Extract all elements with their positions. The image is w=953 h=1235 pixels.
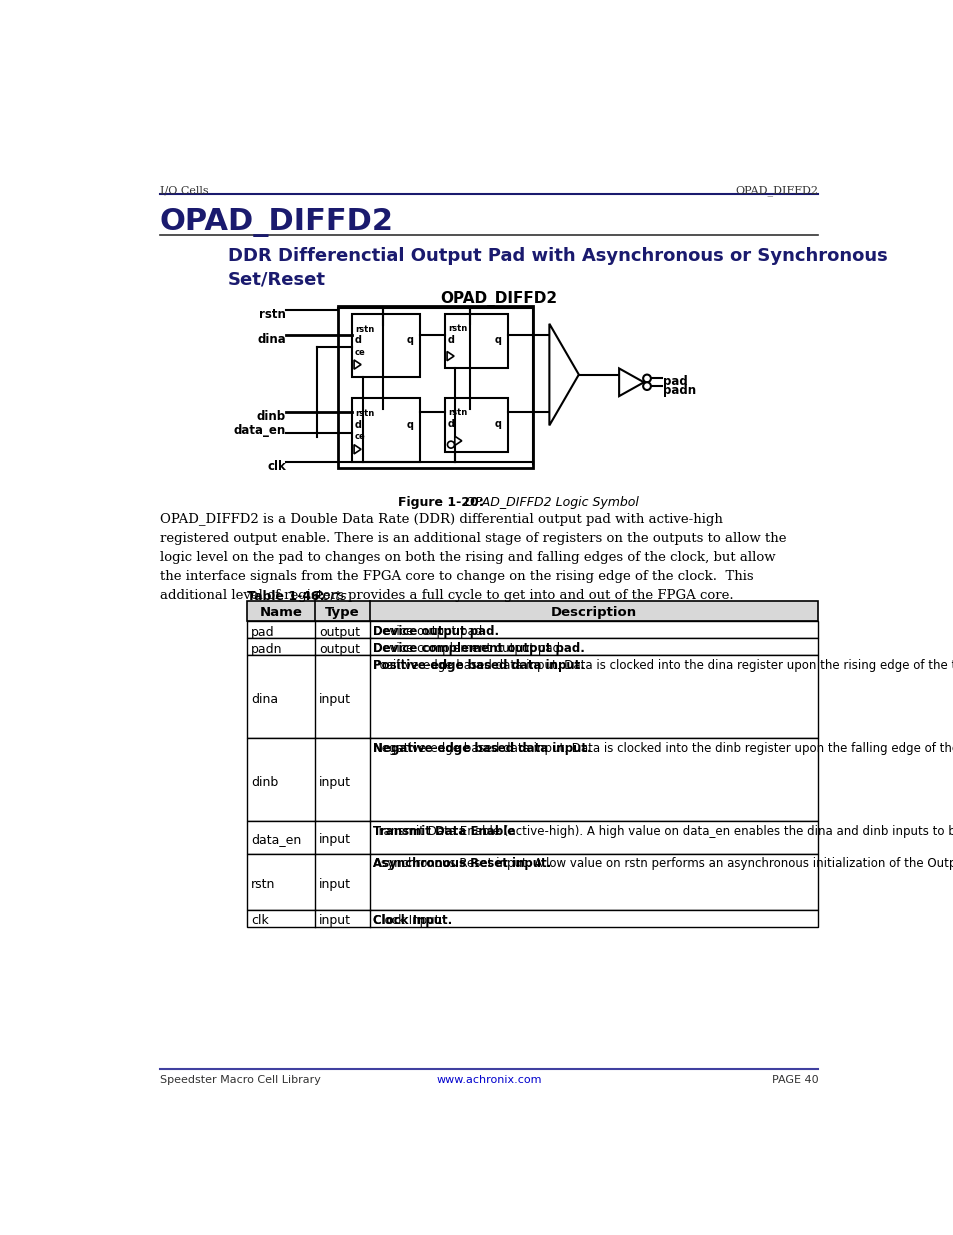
Text: Type: Type	[325, 606, 359, 619]
Polygon shape	[447, 352, 454, 361]
Text: d: d	[355, 336, 361, 346]
Text: DDR Differenctial Output Pad with Asynchronous or Synchronous
Set/Reset: DDR Differenctial Output Pad with Asynch…	[228, 247, 886, 288]
Text: Name: Name	[259, 606, 302, 619]
Text: Ports: Ports	[307, 590, 346, 603]
Text: Asynchronous Reset input.: Asynchronous Reset input.	[373, 857, 551, 871]
Text: ce: ce	[355, 432, 365, 441]
Text: OPAD_DIFFD2: OPAD_DIFFD2	[735, 185, 818, 196]
Text: padn: padn	[251, 642, 282, 656]
Text: Table 1-46:: Table 1-46:	[247, 590, 324, 603]
Text: clk: clk	[251, 914, 269, 927]
Bar	[352, 399, 419, 462]
Text: rstn: rstn	[447, 409, 467, 417]
Text: input: input	[319, 878, 351, 890]
Text: ce: ce	[355, 347, 365, 357]
Text: data_en: data_en	[251, 834, 301, 846]
Text: input: input	[319, 776, 351, 789]
Circle shape	[447, 441, 454, 448]
Text: PAGE 40: PAGE 40	[771, 1076, 818, 1086]
Bar	[247, 739, 818, 821]
Text: www.achronix.com: www.achronix.com	[436, 1076, 541, 1086]
Text: d: d	[355, 420, 361, 430]
Text: Description: Description	[550, 606, 636, 619]
Text: dina: dina	[257, 333, 286, 346]
Text: I/O Cells: I/O Cells	[159, 185, 208, 195]
Bar	[247, 655, 818, 739]
Text: rstn: rstn	[355, 325, 374, 333]
Text: Negative-edge based data input.: Negative-edge based data input.	[373, 742, 592, 755]
Text: dina: dina	[251, 693, 278, 705]
Text: OPAD_DIFFD2: OPAD_DIFFD2	[159, 209, 394, 237]
Text: OPAD_DIFFD2 Logic Symbol: OPAD_DIFFD2 Logic Symbol	[456, 496, 639, 509]
Text: pad: pad	[662, 374, 687, 388]
Text: data_en: data_en	[233, 424, 286, 437]
Text: Device complement output pad.: Device complement output pad.	[373, 642, 564, 655]
Bar	[444, 314, 508, 368]
Bar	[352, 314, 419, 377]
Text: padn: padn	[662, 384, 696, 396]
Text: rstn: rstn	[251, 878, 275, 890]
Text: output: output	[319, 626, 360, 638]
Polygon shape	[455, 436, 461, 446]
Text: d: d	[447, 335, 455, 345]
Text: Positive-edge based data input.: Positive-edge based data input.	[373, 658, 585, 672]
Text: Clock Input.: Clock Input.	[373, 914, 453, 926]
Text: OPAD_DIFFD2: OPAD_DIFFD2	[440, 291, 557, 308]
Polygon shape	[549, 324, 578, 425]
Bar	[247, 621, 818, 638]
Text: Speedster Macro Cell Library: Speedster Macro Cell Library	[159, 1076, 320, 1086]
Polygon shape	[354, 359, 360, 369]
Text: output: output	[319, 642, 360, 656]
Text: dinb: dinb	[256, 410, 286, 424]
Text: Device complement output pad.: Device complement output pad.	[373, 642, 585, 655]
Text: rstn: rstn	[258, 308, 286, 321]
Bar	[247, 601, 818, 621]
Text: rstn: rstn	[355, 409, 374, 419]
Text: Device output pad.: Device output pad.	[373, 625, 486, 637]
Text: dinb: dinb	[251, 776, 278, 789]
Text: Clock Input.: Clock Input.	[373, 914, 443, 926]
Text: Device output pad.: Device output pad.	[373, 625, 499, 637]
Text: Asynchronous Reset input. A low value on rstn performs an asynchronous initializ: Asynchronous Reset input. A low value on…	[373, 857, 953, 871]
Text: input: input	[319, 914, 351, 927]
Bar	[247, 910, 818, 926]
Circle shape	[642, 383, 650, 390]
Text: clk: clk	[267, 461, 286, 473]
Polygon shape	[354, 445, 360, 454]
Bar	[247, 821, 818, 853]
Text: Negative-edge based data input. Data is clocked into the dinb register upon the : Negative-edge based data input. Data is …	[373, 742, 953, 755]
Bar	[247, 638, 818, 655]
Text: pad: pad	[251, 626, 274, 638]
Polygon shape	[618, 368, 643, 396]
Text: d: d	[447, 419, 455, 430]
Text: q: q	[406, 420, 414, 430]
Text: Transmit Data Enable: Transmit Data Enable	[373, 825, 516, 839]
Circle shape	[642, 374, 650, 383]
Text: Transmit Data Enable (active-high). A high value on data_en enables the dina and: Transmit Data Enable (active-high). A hi…	[373, 825, 953, 839]
Text: q: q	[495, 419, 501, 430]
Bar	[247, 853, 818, 910]
Text: Positive-edge based data input. Data is clocked into the dina register upon the : Positive-edge based data input. Data is …	[373, 658, 953, 672]
Text: q: q	[406, 336, 414, 346]
Text: q: q	[495, 335, 501, 345]
Text: input: input	[319, 834, 351, 846]
Bar	[444, 399, 508, 452]
Text: rstn: rstn	[447, 324, 467, 332]
Text: input: input	[319, 693, 351, 705]
Text: Figure 1-20:: Figure 1-20:	[397, 496, 483, 509]
Bar	[337, 306, 533, 468]
Text: OPAD_DIFFD2 is a Double Data Rate (DDR) differential output pad with active-high: OPAD_DIFFD2 is a Double Data Rate (DDR) …	[159, 514, 785, 603]
